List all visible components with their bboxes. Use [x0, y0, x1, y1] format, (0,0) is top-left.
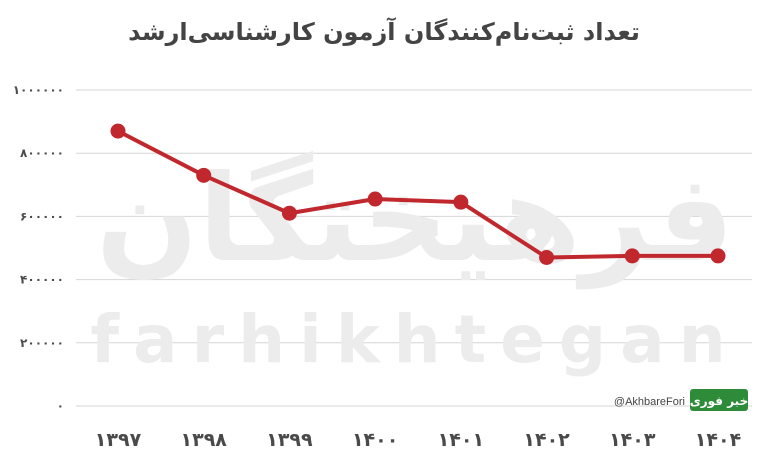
data-point — [711, 248, 726, 263]
credit-logo-text: خبر فوری — [690, 394, 748, 409]
y-tick-label: ۶۰۰۰۰۰ — [20, 209, 64, 223]
watermark: فرهیختگان farhikhtegan — [90, 150, 739, 378]
x-tick-label: ۱۴۰۰ — [352, 429, 398, 451]
x-tick-label: ۱۴۰۳ — [609, 429, 656, 451]
y-tick-label: ۱۰۰۰۰۰۰ — [13, 83, 64, 97]
data-point — [111, 124, 126, 139]
watermark-latin: farhikhtegan — [90, 301, 739, 378]
x-tick-label: ۱۴۰۴ — [695, 429, 741, 451]
data-point — [282, 206, 297, 221]
credit: @AkhbareFori خبر فوری — [614, 389, 748, 411]
credit-handle: @AkhbareFori — [614, 396, 685, 408]
x-tick-label: ۱۳۹۸ — [181, 429, 228, 451]
data-point — [539, 250, 554, 265]
x-axis-ticks: ۱۳۹۷ ۱۳۹۸ ۱۳۹۹ ۱۴۰۰ ۱۴۰۱ ۱۴۰۲ ۱۴۰۳ ۱۴۰۴ — [95, 429, 741, 451]
data-point — [453, 195, 468, 210]
y-tick-label: ۰ — [57, 399, 64, 413]
data-point — [196, 168, 211, 183]
x-tick-label: ۱۳۹۷ — [95, 429, 142, 451]
x-tick-label: ۱۴۰۱ — [438, 429, 484, 451]
y-tick-label: ۴۰۰۰۰۰ — [20, 273, 64, 287]
data-point — [625, 248, 640, 263]
y-tick-label: ۸۰۰۰۰۰ — [20, 146, 64, 160]
y-axis-ticks: ۰ ۲۰۰۰۰۰ ۴۰۰۰۰۰ ۶۰۰۰۰۰ ۸۰۰۰۰۰ ۱۰۰۰۰۰۰ — [13, 83, 64, 413]
x-tick-label: ۱۳۹۹ — [266, 429, 313, 451]
data-point — [368, 192, 383, 207]
x-tick-label: ۱۴۰۲ — [523, 429, 570, 451]
y-tick-label: ۲۰۰۰۰۰ — [20, 336, 64, 350]
